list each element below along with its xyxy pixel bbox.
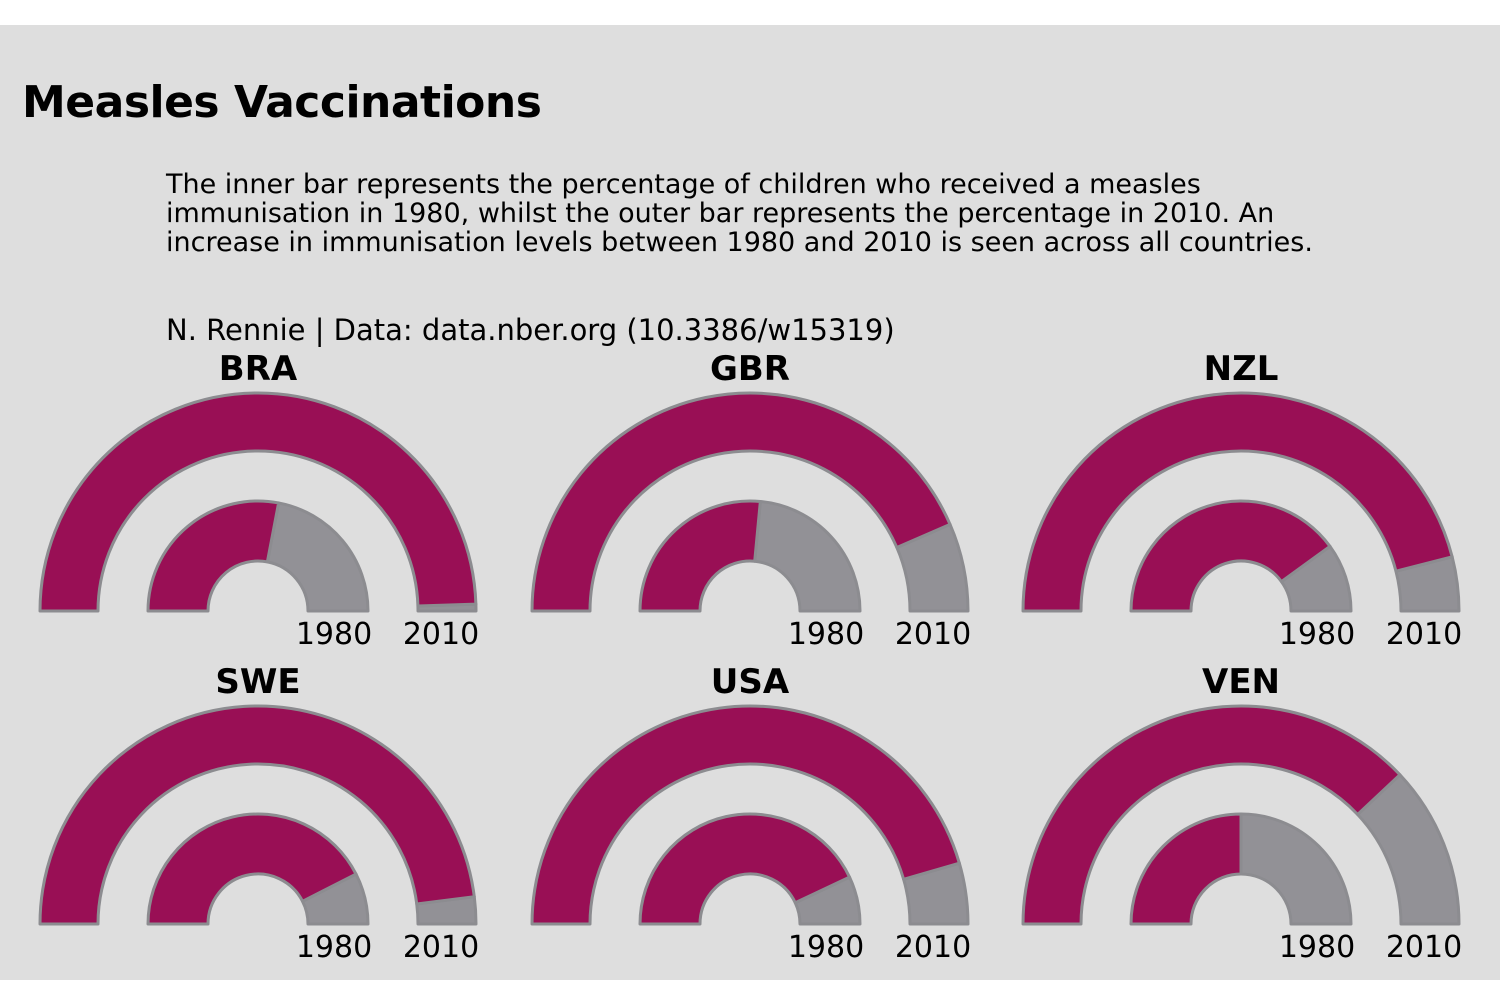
bar-2010-value [38,704,476,926]
ring-label-1980: 1980 [296,617,372,652]
facet-swe: SWE 1980 2010 [38,662,479,965]
bar-2010-value [1021,391,1454,613]
ring-label-2010: 2010 [1386,930,1462,965]
bar-2010-value [1021,704,1402,926]
bar-1980-value [146,499,281,613]
bar-2010-remaining [902,861,970,926]
ring-label-1980: 1980 [788,930,864,965]
bar-2010-value [38,391,478,613]
bar-2010-remaining [1394,555,1461,613]
ring-label-2010: 2010 [1386,617,1462,652]
bar-2010-remaining [895,522,970,613]
ring-label-1980: 1980 [1279,930,1355,965]
bar-1980-remaining [301,872,370,926]
bar-1980-remaining [265,501,370,613]
bar-1980-remaining [753,499,862,613]
facet-title: SWE [215,662,300,702]
chart-caption: N. Rennie | Data: data.nber.org (10.3386… [166,313,895,347]
facet-ven: VEN 1980 2010 [1021,662,1462,965]
bar-1980-value [638,812,852,926]
bar-1980-value [1129,812,1243,926]
bar-1980-value [146,812,358,926]
ring-label-2010: 2010 [895,930,971,965]
facet-title: GBR [710,349,790,389]
facet-bra: BRA 1980 2010 [38,349,479,652]
bar-1980-remaining [793,875,862,926]
facet-nzl: NZL 1980 2010 [1021,349,1462,652]
facet-gbr: GBR 1980 2010 [530,349,971,652]
bar-1980-remaining [1279,544,1353,613]
ring-label-1980: 1980 [788,617,864,652]
ring-label-1980: 1980 [1279,617,1355,652]
facet-title: USA [711,662,790,702]
ring-label-2010: 2010 [895,617,971,652]
bar-2010-remaining [1356,773,1461,926]
facet-title: NZL [1204,349,1279,389]
ring-label-1980: 1980 [296,930,372,965]
bar-2010-value [530,704,961,926]
bar-1980-remaining [1239,812,1353,926]
ring-label-2010: 2010 [403,617,479,652]
facet-title: VEN [1202,662,1280,702]
chart-title: Measles Vaccinations [22,77,542,128]
bar-1980-value [638,499,762,613]
bar-1980-value [1129,499,1332,613]
facet-usa: USA 1980 2010 [530,662,971,965]
facet-title: BRA [219,349,298,389]
chart-subtitle: The inner bar represents the percentage … [166,169,1313,258]
ring-label-2010: 2010 [403,930,479,965]
bar-2010-value [530,391,952,613]
